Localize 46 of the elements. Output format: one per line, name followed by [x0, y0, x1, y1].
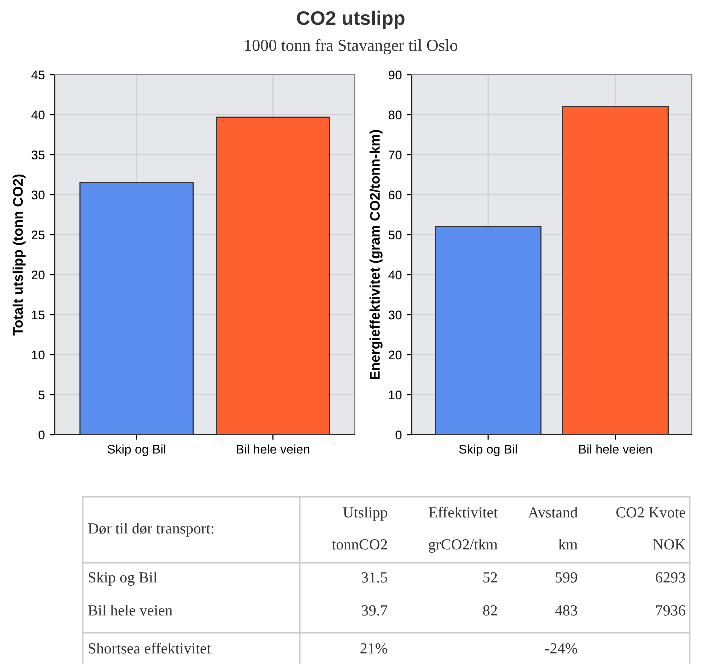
text: 52 — [484, 572, 498, 583]
y-tick-label: 25 — [32, 230, 45, 240]
y-tick-label: 10 — [389, 390, 402, 400]
category-label: Bil hele veien — [88, 605, 173, 616]
y-tick-label: 0 — [396, 430, 402, 440]
x-tick-label: Bil hele veien — [579, 444, 652, 454]
y-tick-label: 40 — [32, 110, 45, 120]
y-axis-title: Energieffektivitet (gram CO2/tonn-km) — [370, 130, 383, 380]
text: Dør til dør transport: — [88, 523, 214, 537]
x-tick-label: Bil hele veien — [237, 444, 310, 454]
category-label: Effektivitet grCO2/tkm — [429, 506, 498, 553]
text: 21% — [360, 644, 388, 654]
category-label: Avstand km — [528, 507, 578, 550]
text: 31.5 — [362, 572, 388, 583]
y-tick-label: 30 — [32, 190, 45, 200]
y-tick-label: 20 — [389, 350, 402, 360]
text: 599 — [556, 572, 578, 583]
text: 82 — [483, 606, 498, 616]
y-tick-label: 20 — [32, 270, 45, 280]
text: 483 — [555, 606, 578, 616]
y-tick-label: 10 — [32, 350, 45, 360]
y-tick-label: 80 — [388, 110, 402, 120]
y-tick-label: 40 — [388, 270, 402, 280]
y-tick-label: 70 — [389, 150, 402, 160]
y-tick-label: 50 — [388, 230, 402, 240]
y-tick-label: 60 — [389, 190, 402, 200]
text: 7936 — [656, 606, 686, 616]
y-tick-label: 5 — [38, 390, 45, 400]
category-label: CO2 Kvote NOK — [616, 508, 686, 550]
category-label: Utslipp tonnCO2 — [332, 507, 388, 550]
text: 39.7 — [362, 606, 388, 616]
y-tick-label: 30 — [388, 310, 402, 320]
x-tick-label: Skip og Bil — [108, 444, 166, 456]
category-label: Skip og Bil — [89, 572, 158, 586]
chart-title: CO2 utslipp — [297, 10, 405, 30]
y-tick-label: 45 — [32, 70, 45, 80]
y-tick-label: 35 — [32, 150, 45, 160]
text: 6293 — [656, 572, 686, 583]
y-tick-label: 0 — [38, 430, 45, 440]
y-tick-label: 15 — [32, 310, 45, 320]
y-tick-label: 90 — [388, 70, 402, 80]
y-axis-title: Totalt utslipp (tonn CO2) — [12, 174, 26, 336]
category-label: Shortsea effektivitet — [89, 642, 212, 654]
chart-subtitle: 1000 tonn fra Stavanger til Oslo — [245, 39, 458, 55]
text: -24% — [545, 644, 578, 654]
x-tick-label: Skip og Bil — [459, 444, 518, 456]
